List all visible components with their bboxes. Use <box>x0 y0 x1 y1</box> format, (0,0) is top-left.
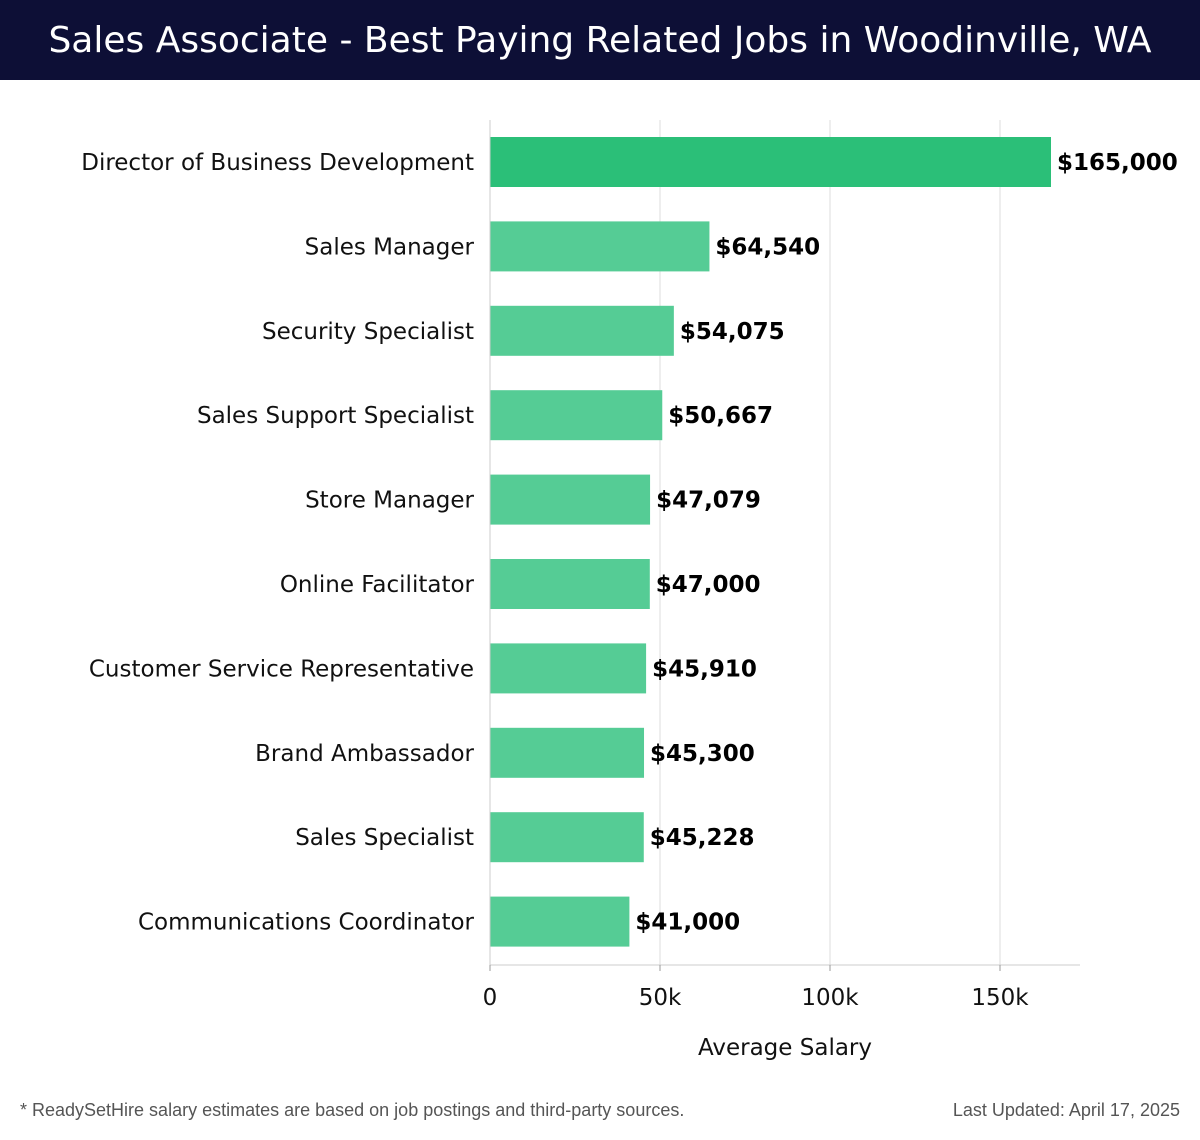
bar <box>490 137 1051 187</box>
chart-title: Sales Associate - Best Paying Related Jo… <box>48 19 1152 61</box>
value-label: $45,300 <box>650 741 755 767</box>
category-label: Director of Business Development <box>81 150 474 176</box>
category-label: Security Specialist <box>262 319 474 345</box>
x-tick-label: 50k <box>639 985 682 1011</box>
salary-bar-chart: Director of Business Development $165,000… <box>81 120 1178 1061</box>
x-axis-title: Average Salary <box>698 1035 872 1061</box>
bar <box>490 812 644 863</box>
value-label: $41,000 <box>635 910 740 936</box>
value-label: $54,075 <box>680 319 785 345</box>
category-label: Sales Specialist <box>295 825 474 851</box>
value-label: $64,540 <box>715 234 820 260</box>
bar <box>490 896 630 947</box>
bar <box>490 559 650 609</box>
footer-updated: Last Updated: April 17, 2025 <box>952 1100 1180 1120</box>
value-label: $47,079 <box>656 488 761 514</box>
value-label: $47,000 <box>656 572 761 598</box>
category-label: Sales Manager <box>305 234 475 260</box>
chart-header: Sales Associate - Best Paying Related Jo… <box>0 0 1200 80</box>
bar <box>490 305 674 356</box>
x-tick-label: 100k <box>801 985 859 1011</box>
bar <box>490 390 663 441</box>
category-label: Sales Support Specialist <box>197 403 474 429</box>
bar <box>490 727 645 778</box>
category-label: Online Facilitator <box>280 572 475 598</box>
value-label: $165,000 <box>1057 150 1178 176</box>
bar <box>490 643 647 694</box>
category-label: Communications Coordinator <box>138 910 475 936</box>
value-label: $50,667 <box>668 403 773 429</box>
x-tick-label: 150k <box>971 985 1029 1011</box>
category-label: Brand Ambassador <box>255 741 474 767</box>
footer-note: * ReadySetHire salary estimates are base… <box>20 1100 685 1120</box>
value-label: $45,228 <box>650 825 755 851</box>
x-tick-label: 0 <box>483 985 498 1011</box>
value-label: $45,910 <box>652 656 757 682</box>
bar <box>490 221 710 272</box>
bar <box>490 474 651 525</box>
category-label: Store Manager <box>305 488 474 514</box>
category-label: Customer Service Representative <box>89 656 474 682</box>
